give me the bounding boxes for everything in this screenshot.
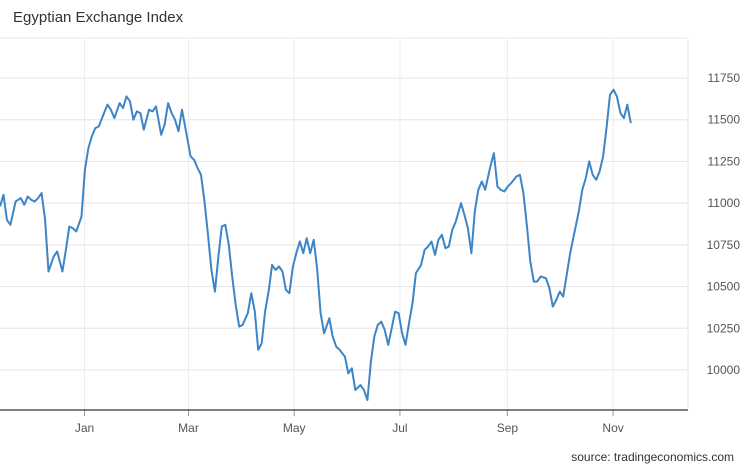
source-note: source: tradingeconomics.com — [571, 450, 734, 464]
series-line — [0, 88, 632, 401]
y-tick-label: 10250 — [707, 321, 741, 335]
x-tick-label: Jan — [75, 421, 94, 435]
x-tick-label: Mar — [178, 421, 199, 435]
y-tick-label: 10750 — [707, 238, 741, 252]
gridlines — [0, 37, 689, 410]
x-axis: Jan Mar May Jul Sep Nov — [75, 410, 624, 435]
chart-title: Egyptian Exchange Index — [13, 9, 184, 26]
series-group — [0, 88, 632, 401]
y-tick-label: 11500 — [708, 113, 741, 127]
y-tick-label: 10500 — [707, 280, 741, 294]
x-tick-label: Jul — [392, 421, 407, 435]
y-axis: 10000 10250 10500 10750 11000 11250 11500 11750 — [707, 71, 741, 377]
y-tick-label: 11750 — [708, 71, 741, 85]
y-tick-label: 10000 — [707, 363, 741, 377]
y-tick-label: 11250 — [708, 154, 741, 168]
x-tick-label: May — [283, 421, 306, 435]
x-tick-label: Sep — [497, 421, 519, 435]
y-tick-label: 11000 — [708, 196, 741, 210]
x-tick-label: Nov — [602, 421, 623, 435]
